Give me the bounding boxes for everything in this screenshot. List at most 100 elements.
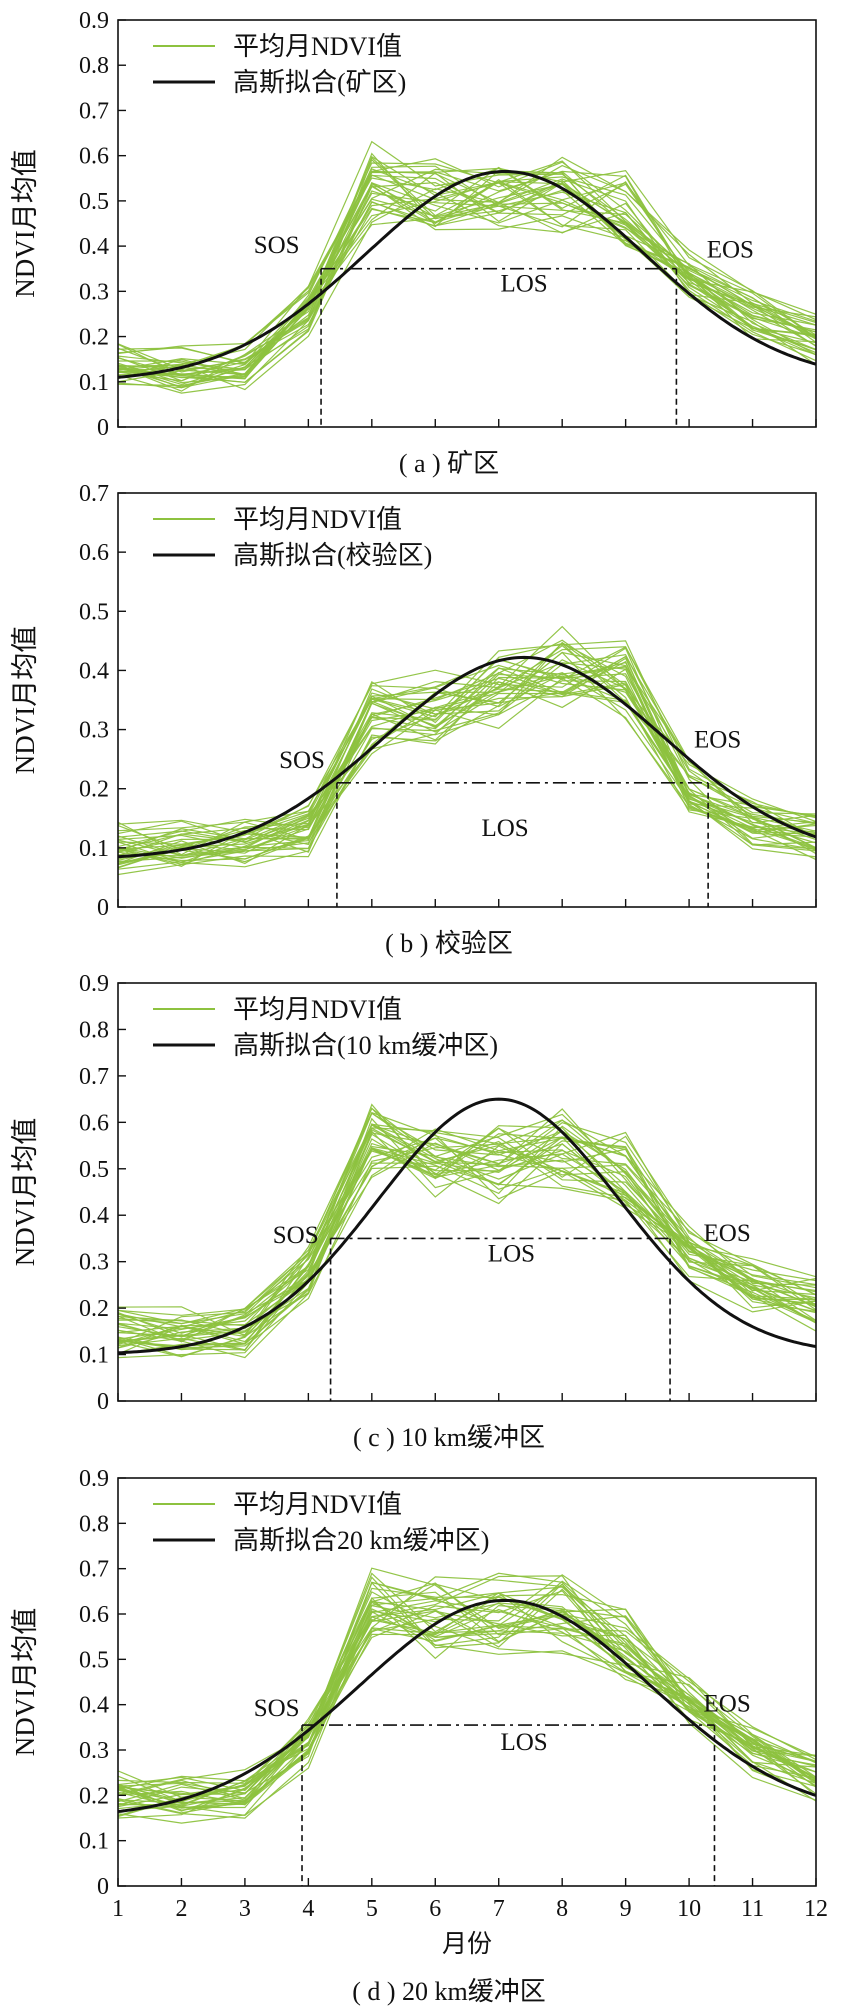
chart-panel-3: SOS EOS LOS 0 0.1 0.2 0.3 0.4 0.5 0.6 0.7 0.8 0.9 NDV… [10,971,817,1452]
ndvi-series-line [118,152,816,382]
legend-label-ndvi: 平均月NDVI值 [233,995,402,1024]
y-tick-label: 0.5 [79,189,109,215]
ndvi-series-line [118,667,816,868]
ndvi-series-line [118,666,816,851]
gaussian-fit-line [118,170,816,379]
ndvi-series-line [118,653,816,857]
y-tick-label: 0.2 [79,1783,109,1809]
y-axis-label: NDVI月均值 [10,1608,40,1757]
x-tick-label: 3 [239,1896,251,1922]
ndvi-series-line [118,165,816,389]
y-tick-label: 0.9 [79,8,109,34]
legend-label-fit: 高斯拟合20 km缓冲区) [233,1526,489,1555]
y-tick-label: 0.8 [79,1017,109,1043]
y-tick-label: 0.1 [79,1343,109,1369]
x-tick-label: 8 [556,1896,568,1922]
legend-label-fit: 高斯拟合(矿区) [233,68,406,97]
ndvi-series-line [118,655,816,861]
y-tick-label: 0.6 [79,1602,109,1628]
ndvi-series-line [118,1588,816,1818]
sos-label: SOS [273,1222,319,1249]
x-tick-label: 5 [366,1896,378,1922]
sos-label: SOS [279,747,325,774]
ndvi-series-line [118,1129,816,1330]
ndvi-series-line [118,683,816,852]
x-tick-label: 11 [741,1896,764,1922]
ndvi-series-line [118,181,816,371]
ndvi-series-line [118,167,816,384]
ndvi-series-line [118,642,816,843]
legend-label-fit: 高斯拟合(10 km缓冲区) [233,1031,498,1060]
y-axis-label: NDVI月均值 [10,626,40,775]
ndvi-series-group [118,1103,816,1359]
y-tick-label: 0.5 [79,599,109,625]
y-tick-label: 0.1 [79,370,109,396]
x-tick-label: 7 [493,1896,505,1922]
y-tick-label: 0.6 [79,540,109,566]
ndvi-series-line [118,1591,816,1812]
los-label: LOS [500,1729,547,1756]
y-tick-label: 0.1 [79,836,109,862]
x-tick-label: 4 [302,1896,314,1922]
panel-caption: ( b ) 校验区 [385,929,513,958]
eos-label: EOS [694,726,741,753]
y-axis-label: NDVI月均值 [10,1118,40,1267]
y-tick-label: 0.3 [79,279,109,305]
eos-label: EOS [704,1220,751,1247]
y-tick-label: 0.7 [79,481,109,507]
y-tick-label: 0.2 [79,1296,109,1322]
panel-caption: ( a ) 矿区 [399,449,499,478]
y-tick-label: 0.2 [79,777,109,803]
ndvi-series-line [118,646,816,841]
panel-caption: ( c ) 10 km缓冲区 [353,1423,545,1452]
y-tick-label: 0.7 [79,98,109,124]
ndvi-series-line [118,1602,816,1803]
ndvi-series-line [118,1107,816,1341]
ndvi-series-line [118,644,816,865]
y-tick-label: 0 [97,1389,109,1415]
chart-panel-1: SOS EOS LOS 0 0.1 0.2 0.3 0.4 0.5 0.6 0.7 0.8 0.9 NDV… [10,8,817,478]
gaussian-fit-line [118,1598,816,1813]
ndvi-series-line [118,168,816,388]
y-tick-label: 0.4 [79,658,109,684]
legend-label-ndvi: 平均月NDVI值 [233,1490,402,1519]
plot-frame [117,492,817,908]
chart-panel-2: SOS EOS LOS 0 0.1 0.2 0.3 0.4 0.5 0.6 0.7 NDVI月均值 平均… [10,481,817,958]
ndvi-series-line [118,1574,816,1800]
y-tick-label: 0.7 [79,1064,109,1090]
x-tick-label: 6 [429,1896,441,1922]
los-label: LOS [488,1241,535,1268]
los-label: LOS [500,270,547,297]
ndvi-series-line [118,673,816,857]
panel-caption: ( d ) 20 km缓冲区 [352,1977,546,2006]
ndvi-series-line [118,1142,816,1351]
ndvi-series-line [118,668,816,868]
y-tick-label: 0 [97,895,109,921]
ndvi-series-line [118,1133,816,1359]
y-tick-label: 0.7 [79,1557,109,1583]
y-tick-label: 0.3 [79,1738,109,1764]
y-tick-label: 0.4 [79,1203,109,1229]
y-tick-label: 0 [97,1874,109,1900]
y-tick-label: 0.9 [79,1466,109,1492]
eos-label: EOS [707,236,754,263]
y-tick-label: 0.5 [79,1157,109,1183]
ndvi-series-line [118,1107,816,1316]
ndvi-series-line [118,1583,816,1790]
ndvi-series-line [118,1128,816,1343]
sos-label: SOS [254,1695,300,1722]
y-tick-label: 0 [97,415,109,441]
ndvi-series-line [118,1132,816,1338]
legend-label-fit: 高斯拟合(校验区) [233,541,432,570]
ndvi-series-line [118,1625,816,1809]
y-tick-label: 0.4 [79,1693,109,1719]
y-tick-label: 0.8 [79,53,109,79]
x-tick-label: 9 [620,1896,632,1922]
ndvi-series-line [118,1117,816,1351]
ndvi-series-line [118,1576,816,1807]
los-label: LOS [481,815,528,842]
x-tick-label: 2 [175,1896,187,1922]
ndvi-series-line [118,641,816,864]
ndvi-series-line [118,184,816,392]
